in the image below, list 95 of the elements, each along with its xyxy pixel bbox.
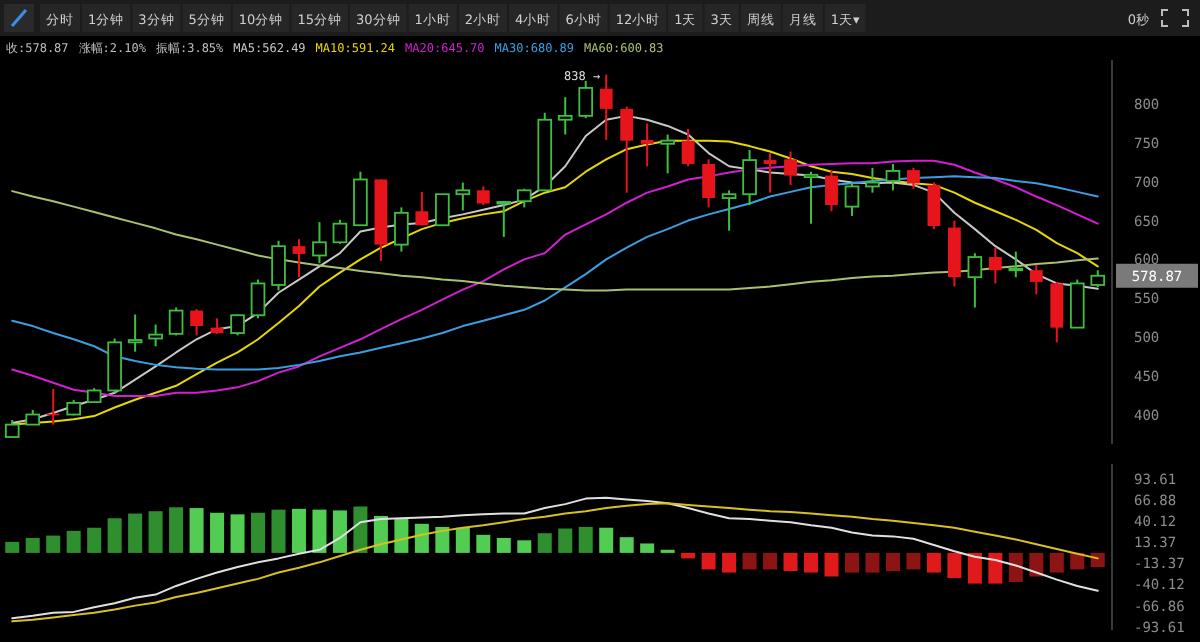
- candlestick: [885, 162, 901, 192]
- bar: [46, 535, 61, 553]
- bar: [394, 518, 409, 553]
- bar: [1049, 552, 1064, 573]
- bar: [742, 552, 757, 570]
- candlestick: [148, 323, 163, 348]
- bar: [763, 552, 778, 570]
- candlestick: [681, 128, 695, 168]
- candlestick: [1008, 250, 1024, 279]
- bar: [148, 511, 163, 553]
- bar: [107, 518, 122, 553]
- candlestick: [578, 79, 594, 120]
- candlestick: [312, 221, 327, 265]
- bar: [578, 526, 593, 553]
- bar: [210, 512, 225, 553]
- candlestick: [702, 158, 716, 209]
- line-series: [11, 190, 1099, 292]
- candlestick: [455, 181, 471, 212]
- candlestick: [742, 148, 757, 207]
- bar: [844, 552, 859, 573]
- bar: [722, 552, 737, 573]
- candlestick: [190, 308, 203, 337]
- candlestick: [721, 189, 737, 232]
- candlestick: [927, 181, 941, 231]
- candlestick: [168, 306, 184, 337]
- candlestick: [1050, 280, 1064, 344]
- bar: [906, 552, 921, 570]
- bar: [701, 552, 716, 570]
- bar: [824, 552, 839, 577]
- candlestick: [415, 190, 429, 227]
- bar: [865, 552, 880, 573]
- bar: [251, 512, 266, 553]
- bar: [988, 552, 1003, 584]
- bar: [783, 552, 798, 571]
- candlestick: [230, 313, 245, 337]
- candlestick: [476, 185, 490, 207]
- bar: [271, 509, 286, 553]
- candlestick: [907, 166, 920, 190]
- candlestick: [250, 278, 266, 320]
- bar: [885, 552, 900, 571]
- candlestick: [865, 166, 880, 194]
- bar: [230, 514, 245, 553]
- bar: [517, 540, 532, 553]
- bar: [804, 552, 819, 573]
- bar: [476, 534, 491, 553]
- candlestick: [967, 252, 983, 309]
- candlestick: [660, 133, 675, 175]
- bar: [128, 513, 143, 553]
- candlestick: [127, 313, 143, 353]
- bar: [87, 527, 102, 553]
- candlestick: [825, 169, 838, 213]
- bar: [619, 537, 634, 553]
- candlestick: [435, 193, 450, 227]
- bar: [25, 537, 40, 553]
- bar: [599, 527, 614, 553]
- bar: [681, 552, 696, 559]
- candlestick: [1029, 263, 1043, 296]
- bar: [435, 526, 450, 553]
- candlestick: [292, 238, 306, 279]
- bar: [291, 508, 306, 553]
- bar: [1090, 552, 1105, 568]
- bar: [189, 508, 204, 553]
- candlestick: [332, 218, 348, 245]
- bar: [169, 507, 184, 553]
- bar: [1008, 552, 1023, 583]
- bar: [353, 506, 368, 553]
- candlestick: [640, 122, 654, 168]
- bar: [537, 533, 552, 553]
- bar: [967, 552, 982, 584]
- bar: [414, 523, 429, 553]
- candlestick: [353, 170, 368, 228]
- bar: [66, 530, 81, 553]
- candlestick: [557, 96, 573, 136]
- bar: [455, 527, 470, 553]
- candlestick: [803, 170, 819, 225]
- candlestick: [620, 105, 634, 194]
- bar: [640, 543, 655, 553]
- bar: [558, 528, 573, 553]
- bar: [312, 509, 327, 553]
- bar: [926, 552, 941, 573]
- bar: [1029, 552, 1044, 577]
- candlestick: [496, 200, 512, 238]
- candlestick: [1069, 278, 1085, 329]
- candlestick: [784, 150, 797, 186]
- bar: [5, 541, 20, 553]
- line-series: [11, 159, 1099, 397]
- bar: [332, 510, 347, 553]
- candlestick: [271, 239, 286, 292]
- bar: [947, 552, 962, 579]
- candlestick: [599, 73, 613, 141]
- candlestick: [844, 182, 860, 217]
- candlestick: [763, 152, 777, 194]
- candlestick: [988, 246, 1002, 285]
- bar: [496, 537, 511, 553]
- candlestick: [394, 206, 409, 253]
